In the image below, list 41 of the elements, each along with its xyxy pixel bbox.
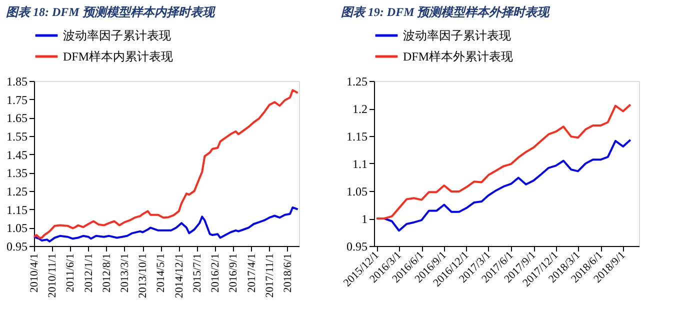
y-tick-label: 1.2 (352, 102, 368, 116)
x-tick-label: 2015/7/1 (191, 254, 204, 293)
y-tick-label: 1 (362, 212, 368, 226)
x-tick-label: 2018/6/1 (282, 254, 294, 293)
legend-label: DFM样本外累计表现 (403, 50, 514, 64)
y-tick-label: 1.25 (6, 184, 28, 198)
x-tick-label: 2010/11/1 (46, 254, 59, 298)
x-tick-label: 2014/12/1 (173, 254, 186, 298)
legend-label: 波动率因子累计表现 (403, 28, 511, 42)
line-series (33, 206, 299, 242)
x-tick-label: 2013/3/1 (118, 254, 131, 293)
y-tick-label: 1.15 (6, 202, 28, 217)
x-tick-label: 2016/2/1 (210, 254, 222, 293)
y-tick-label: 1.1 (352, 157, 368, 171)
legend-label: DFM样本内累计表现 (63, 50, 174, 64)
line-series (33, 89, 299, 239)
line-series (376, 104, 632, 220)
x-tick-label: 2011/6/1 (64, 254, 77, 292)
y-tick-label: 1.35 (6, 166, 28, 180)
x-tick-label: 2017/4/1 (246, 254, 258, 293)
x-tick-label: 2012/1/1 (82, 254, 95, 293)
y-tick-label: 1.55 (6, 130, 28, 144)
x-tick-label: 2012/8/1 (100, 254, 113, 293)
y-tick-label: 1.25 (346, 74, 368, 88)
legend-label: 波动率因子累计表现 (63, 28, 171, 42)
x-tick-label: 2013/10/1 (137, 254, 150, 298)
chart-title: 图表 18: DFM 预测模型样本内择时表现 (6, 5, 216, 19)
y-tick-label: 1.85 (6, 74, 28, 88)
y-tick-label: 1.75 (6, 92, 28, 107)
x-tick-label: 2010/4/1 (28, 254, 40, 293)
y-tick-label: 1.05 (6, 221, 28, 236)
y-tick-label: 1.15 (346, 130, 368, 144)
y-tick-label: 1.05 (346, 184, 368, 198)
y-tick-label: 0.95 (6, 240, 28, 254)
x-tick-label: 2016/9/1 (228, 254, 240, 293)
y-tick-label: 1.45 (6, 148, 28, 162)
y-tick-label: 1.65 (6, 111, 28, 126)
x-tick-label: 2017/11/1 (264, 254, 276, 298)
y-tick-label: 0.95 (346, 240, 368, 254)
x-tick-label: 2014/5/1 (155, 254, 168, 293)
chart-title: 图表 19: DFM 预测模型样本外择时表现 (340, 5, 552, 19)
